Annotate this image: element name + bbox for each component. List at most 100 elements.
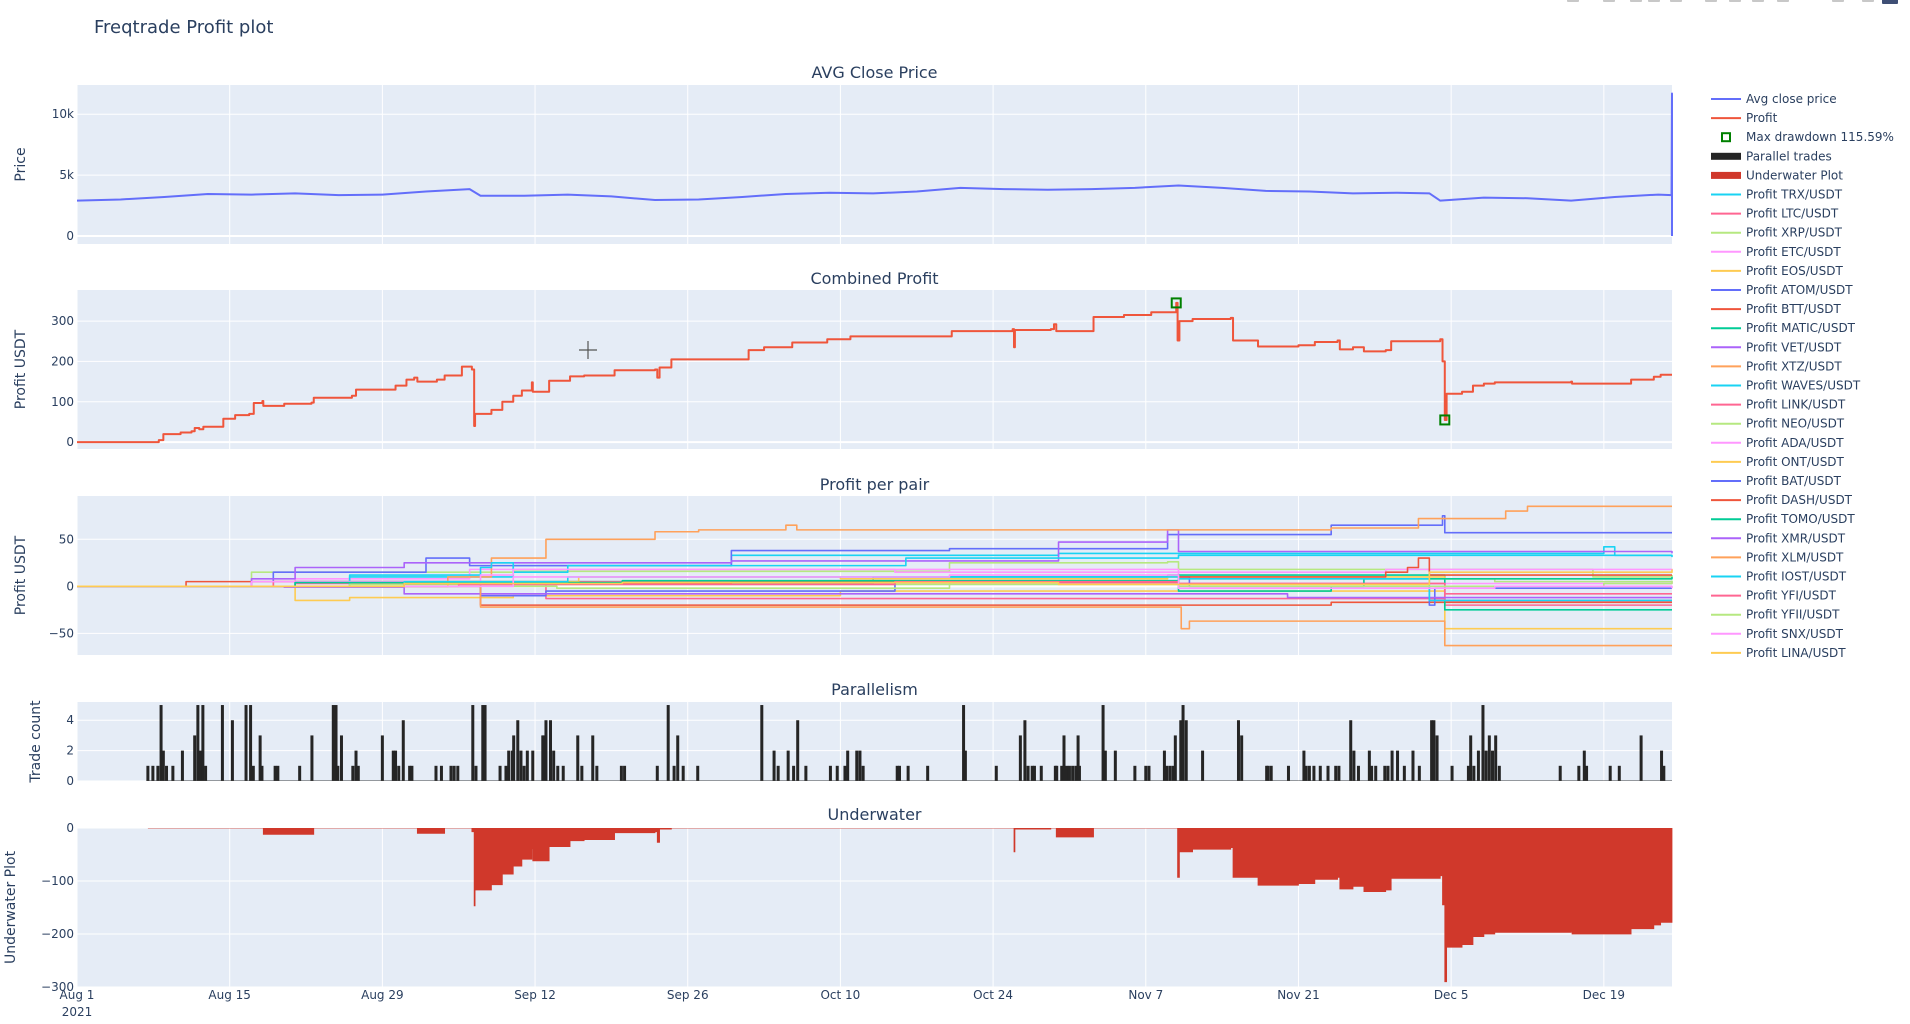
legend-item[interactable]: Profit WAVES/USDT — [1711, 379, 1861, 393]
parallel-trades-bar[interactable] — [1484, 750, 1488, 781]
legend-item[interactable]: Profit EOS/USDT — [1711, 264, 1843, 278]
parallel-trades-bar[interactable] — [1113, 750, 1117, 781]
parallel-trades-bar[interactable] — [1286, 765, 1290, 781]
parallel-trades-bar[interactable] — [230, 720, 234, 781]
parallel-trades-bar[interactable] — [681, 765, 685, 781]
parallel-trades-bar[interactable] — [449, 765, 453, 781]
legend-item[interactable]: Profit ADA/USDT — [1711, 436, 1844, 450]
parallel-trades-bar[interactable] — [623, 765, 627, 781]
legend-item[interactable]: Profit YFII/USDT — [1711, 608, 1840, 622]
parallel-trades-bar[interactable] — [672, 765, 676, 781]
parallel-trades-bar[interactable] — [1018, 735, 1022, 781]
parallel-trades-bar[interactable] — [895, 765, 899, 781]
parallel-trades-bar[interactable] — [1062, 735, 1066, 781]
parallel-trades-bar[interactable] — [156, 765, 160, 781]
parallel-trades-bar[interactable] — [1469, 735, 1473, 781]
parallel-trades-bar[interactable] — [151, 765, 155, 781]
parallel-trades-bar[interactable] — [334, 705, 338, 781]
parallel-trades-bar[interactable] — [1430, 720, 1434, 781]
parallel-trades-bar[interactable] — [1481, 705, 1485, 781]
parallel-trades-bar[interactable] — [1402, 765, 1406, 781]
lasso-icon[interactable] — [1670, 0, 1682, 2]
parallel-trades-bar[interactable] — [1074, 765, 1078, 781]
parallel-trades-bar[interactable] — [1662, 765, 1666, 781]
legend-item[interactable]: Profit XLM/USDT — [1711, 550, 1844, 564]
parallel-trades-bar[interactable] — [1491, 750, 1495, 781]
parallel-trades-bar[interactable] — [1585, 765, 1589, 781]
parallel-trades-bar[interactable] — [926, 765, 930, 781]
parallel-trades-bar[interactable] — [1039, 765, 1043, 781]
parallel-trades-bar[interactable] — [1383, 765, 1387, 781]
parallel-trades-bar[interactable] — [552, 750, 556, 781]
autoscale-icon[interactable] — [1752, 0, 1764, 2]
parallel-trades-bar[interactable] — [1026, 765, 1030, 781]
parallel-trades-bar[interactable] — [1396, 750, 1400, 781]
parallel-trades-bar[interactable] — [962, 705, 966, 781]
profit-eos-usdt-line[interactable] — [77, 585, 1672, 630]
legend-item[interactable]: Profit LINK/USDT — [1711, 398, 1846, 412]
camera-icon[interactable] — [1567, 0, 1579, 2]
parallel-trades-bar[interactable] — [1304, 765, 1308, 781]
parallel-trades-bar[interactable] — [531, 750, 535, 781]
avg-close-price-line[interactable] — [77, 92, 1673, 236]
parallel-trades-bar[interactable] — [1179, 720, 1183, 781]
parallel-trades-bar[interactable] — [655, 765, 659, 781]
parallel-trades-bar[interactable] — [1173, 735, 1177, 781]
parallel-trades-bar[interactable] — [1133, 765, 1137, 781]
legend-item[interactable]: Profit TRX/USDT — [1711, 188, 1843, 202]
zoom-icon[interactable] — [1603, 0, 1615, 2]
plot-background[interactable] — [77, 85, 1672, 244]
parallel-trades-bar[interactable] — [1103, 750, 1107, 781]
parallel-trades-bar[interactable] — [522, 765, 526, 781]
plotly-logo-icon[interactable] — [1882, 0, 1898, 4]
parallel-trades-bar[interactable] — [1582, 750, 1586, 781]
parallel-trades-bar[interactable] — [1162, 750, 1166, 781]
parallel-trades-bar[interactable] — [1060, 765, 1064, 781]
parallel-trades-bar[interactable] — [963, 750, 967, 781]
parallel-trades-bar[interactable] — [439, 765, 443, 781]
parallel-trades-bar[interactable] — [1432, 720, 1436, 781]
profit-lina-usdt-line[interactable] — [77, 569, 1673, 588]
legend-item[interactable]: Profit LTC/USDT — [1711, 207, 1839, 221]
parallel-trades-bar[interactable] — [354, 750, 358, 781]
parallel-trades-bar[interactable] — [1067, 765, 1071, 781]
legend-item[interactable]: Parallel trades — [1711, 149, 1832, 163]
parallel-trades-bar[interactable] — [146, 765, 150, 781]
parallel-trades-bar[interactable] — [828, 765, 832, 781]
plot-background[interactable] — [77, 290, 1672, 449]
parallel-trades-bar[interactable] — [1435, 735, 1439, 781]
parallel-trades-bar[interactable] — [180, 750, 184, 781]
parallel-trades-bar[interactable] — [1411, 750, 1415, 781]
parallel-trades-bar[interactable] — [776, 765, 780, 781]
hover-closest-icon[interactable] — [1862, 0, 1874, 2]
legend-item[interactable]: Profit XRP/USDT — [1711, 226, 1843, 240]
parallel-trades-bar[interactable] — [165, 765, 169, 781]
parallel-trades-bar[interactable] — [1269, 765, 1273, 781]
box-select-icon[interactable] — [1648, 0, 1660, 2]
parallel-trades-bar[interactable] — [196, 705, 200, 781]
parallel-trades-bar[interactable] — [1144, 765, 1148, 781]
parallel-trades-bar[interactable] — [1334, 765, 1338, 781]
parallel-trades-bar[interactable] — [595, 765, 599, 781]
max-drawdown-marker[interactable] — [1439, 414, 1451, 426]
parallel-trades-bar[interactable] — [1494, 735, 1498, 781]
parallel-trades-bar[interactable] — [1071, 765, 1075, 781]
legend-item[interactable]: Profit NEO/USDT — [1711, 417, 1845, 431]
parallel-trades-bar[interactable] — [792, 765, 796, 781]
parallel-trades-bar[interactable] — [580, 765, 584, 781]
legend-item[interactable]: Profit — [1711, 111, 1778, 125]
parallel-trades-bar[interactable] — [906, 765, 910, 781]
parallel-trades-bar[interactable] — [897, 765, 901, 781]
parallel-trades-bar[interactable] — [391, 750, 395, 781]
parallel-trades-bar[interactable] — [1639, 735, 1643, 781]
legend-item[interactable]: Profit YFI/USDT — [1711, 589, 1837, 603]
parallel-trades-bar[interactable] — [1147, 765, 1151, 781]
parallel-trades-bar[interactable] — [1326, 765, 1330, 781]
legend-item[interactable]: Profit TOMO/USDT — [1711, 512, 1855, 526]
parallel-trades-bar[interactable] — [310, 735, 314, 781]
parallel-trades-bar[interactable] — [394, 750, 398, 781]
profit-vet-usdt-line[interactable] — [77, 529, 1673, 588]
parallel-trades-bar[interactable] — [516, 720, 520, 781]
parallel-trades-bar[interactable] — [619, 765, 623, 781]
parallel-trades-bar[interactable] — [1386, 765, 1390, 781]
